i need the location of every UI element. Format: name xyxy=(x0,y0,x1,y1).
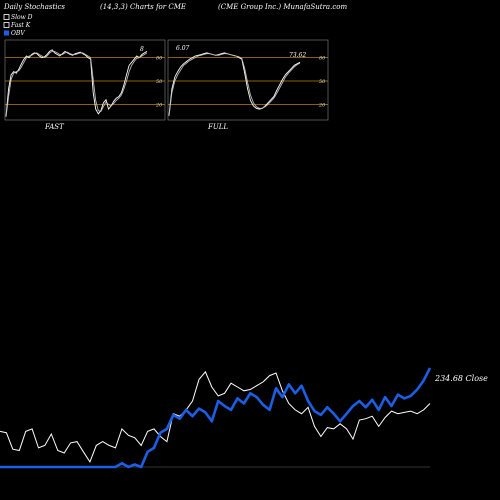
header-middle: (14,3,3) Charts for CME xyxy=(100,3,186,11)
full-tick-20: 20 xyxy=(318,102,326,108)
header-left: Daily Stochastics xyxy=(3,3,65,11)
fast-panel-frame xyxy=(4,39,166,121)
legend-label-slow-d: Slow D xyxy=(11,14,33,21)
full-panel: 80 50 20 6.07 73.62 FULL xyxy=(167,39,329,131)
legend-swatch-fast-k xyxy=(3,22,10,28)
full-panel-title: FULL xyxy=(207,123,228,131)
legend: Slow D Fast K OBV xyxy=(3,14,33,37)
full-tick-80: 80 xyxy=(319,56,326,62)
fast-k-line xyxy=(5,49,148,117)
fast-panel: 80 50 20 8 FAST xyxy=(4,39,166,131)
legend-swatch-obv xyxy=(4,30,9,36)
legend-label-obv: OBV xyxy=(11,30,25,37)
fast-tick-80: 80 xyxy=(156,56,163,62)
full-d-line xyxy=(168,53,301,117)
legend-swatch-slow-d xyxy=(3,14,10,20)
full-last-value: 73.62 xyxy=(289,52,306,59)
fast-tick-50: 50 xyxy=(156,79,163,85)
price-obv-panel: 234.68 Close xyxy=(0,367,488,469)
obv-line xyxy=(0,367,432,469)
fast-panel-title: FAST xyxy=(44,123,65,131)
fast-last-value: 8 xyxy=(140,46,144,53)
full-panel-frame xyxy=(167,39,329,121)
price-close-line xyxy=(0,370,431,463)
full-start-value: 6.07 xyxy=(176,45,190,52)
full-tick-50: 50 xyxy=(319,79,326,85)
fast-d-line xyxy=(5,50,148,117)
header-right: (CME Group Inc.) MunafaSutra.com xyxy=(218,3,347,11)
legend-label-fast-k: Fast K xyxy=(10,22,31,29)
fast-tick-20: 20 xyxy=(155,102,163,108)
close-price-label: 234.68 Close xyxy=(434,374,488,383)
